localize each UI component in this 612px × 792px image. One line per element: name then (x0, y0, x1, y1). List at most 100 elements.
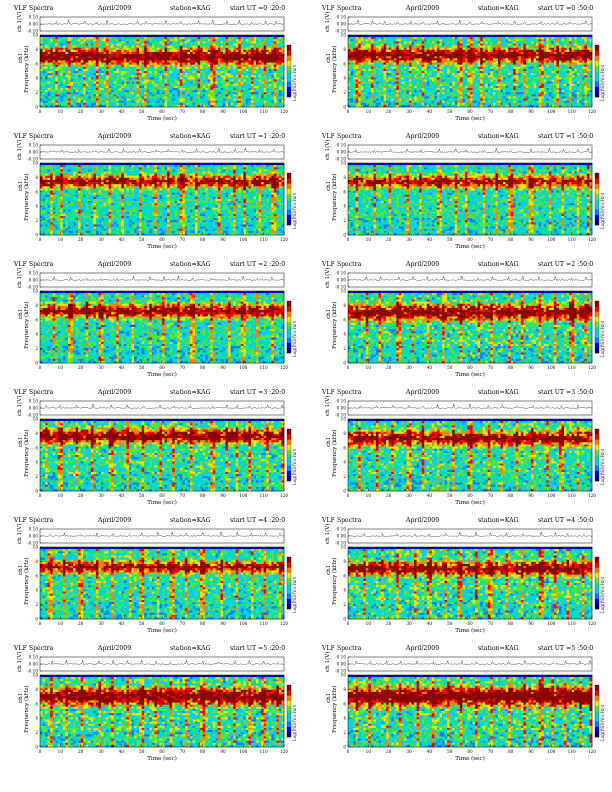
heatmap-cell (85, 54, 89, 57)
heatmap-cell (136, 85, 140, 89)
heatmap-cell (151, 81, 155, 85)
heatmap-cell (467, 100, 471, 104)
heatmap-cell (228, 54, 231, 57)
heatmap-cell (281, 104, 285, 108)
heatmap-cell (243, 56, 247, 59)
heatmap-cell (90, 64, 94, 68)
heatmap-cell (88, 73, 92, 76)
heatmap-cell (67, 64, 71, 68)
heatmap-cell (62, 83, 66, 87)
heatmap-cell (406, 35, 410, 38)
heatmap-cell (436, 92, 440, 95)
heatmap-cell (424, 62, 428, 65)
heatmap-cell (139, 92, 142, 95)
heatmap-cell (217, 83, 221, 87)
heatmap-cell (386, 104, 389, 108)
heatmap-cell (355, 83, 359, 87)
heatmap-cell (197, 83, 201, 87)
heatmap-cell (459, 96, 463, 99)
colorbar-cell (287, 84, 291, 87)
heatmap-cell (167, 39, 170, 42)
heatmap-cell (409, 104, 412, 108)
heatmap-cell (350, 98, 354, 101)
heatmap-cell (243, 35, 247, 38)
heatmap-cell (45, 102, 48, 106)
heatmap-cell (462, 41, 466, 44)
heatmap-cell (444, 83, 448, 87)
heatmap-cell (256, 73, 259, 76)
heatmap-cell (205, 45, 209, 49)
heatmap-cell (233, 90, 237, 93)
y-tick-label: 4 (35, 76, 38, 81)
heatmap-cell (381, 102, 384, 106)
heatmap-cell (57, 83, 61, 87)
heatmap-cell (162, 75, 165, 78)
heatmap-cell (195, 77, 198, 80)
heatmap-cell (250, 77, 254, 80)
heatmap-cell (406, 96, 410, 99)
heatmap-cell (45, 68, 48, 72)
heatmap-cell (182, 71, 186, 74)
heatmap-cell (370, 79, 374, 82)
heatmap-cell (398, 45, 402, 49)
heatmap-cell (217, 66, 221, 70)
heatmap-cell (416, 79, 420, 82)
heatmap-cell (355, 96, 359, 99)
heatmap-cell (169, 90, 173, 93)
heatmap-cell (121, 54, 125, 57)
heatmap-cell (416, 68, 420, 72)
heatmap-cell (442, 56, 445, 59)
heatmap-cell (139, 41, 142, 44)
heatmap-cell (205, 58, 209, 61)
heatmap-cell (459, 81, 463, 85)
heatmap-cell (128, 79, 132, 82)
heatmap-cell (350, 71, 354, 74)
heatmap-cell (217, 85, 221, 89)
heatmap-cell (118, 43, 122, 46)
heatmap-cell (230, 102, 234, 106)
heatmap-cell (447, 58, 450, 61)
heatmap-cell (281, 41, 285, 44)
heatmap-cell (276, 54, 280, 57)
heatmap-cell (179, 100, 183, 104)
heatmap-cell (210, 66, 214, 70)
heatmap-cell (121, 77, 125, 80)
heatmap-cell (388, 37, 392, 40)
heatmap-cell (167, 66, 170, 70)
heatmap-cell (179, 45, 183, 49)
heatmap-cell (205, 79, 209, 82)
heatmap-cell (65, 104, 69, 108)
heatmap-cell (103, 77, 107, 80)
heatmap-cell (429, 54, 433, 57)
heatmap-cell (444, 64, 448, 68)
heatmap-cell (398, 68, 402, 72)
heatmap-cell (85, 51, 89, 55)
heatmap-cell (452, 60, 456, 63)
heatmap-cell (141, 64, 145, 68)
heatmap-cell (253, 98, 257, 101)
heatmap-cell (355, 100, 359, 104)
heatmap-cell (281, 39, 285, 42)
heatmap-cell (141, 90, 145, 93)
heatmap-cell (421, 73, 425, 76)
heatmap-cell (386, 98, 389, 101)
heatmap-cell (60, 77, 64, 80)
heatmap-cell (273, 47, 277, 51)
heatmap-cell (182, 77, 186, 80)
heatmap-cell (223, 98, 226, 101)
heatmap-cell (134, 94, 137, 97)
heatmap-cell (85, 39, 89, 42)
heatmap-cell (409, 73, 412, 76)
heatmap-cell (467, 54, 471, 57)
heatmap-cell (388, 79, 392, 82)
heatmap-cell (139, 100, 142, 104)
heatmap-cell (139, 90, 142, 93)
heatmap-cell (459, 73, 463, 76)
heatmap-cell (424, 102, 428, 106)
heatmap-cell (411, 71, 415, 74)
heatmap-cell (95, 87, 99, 91)
heatmap-cell (426, 92, 430, 95)
heatmap-cell (197, 98, 201, 101)
heatmap-cell (187, 71, 191, 74)
heatmap-cell (263, 60, 267, 63)
